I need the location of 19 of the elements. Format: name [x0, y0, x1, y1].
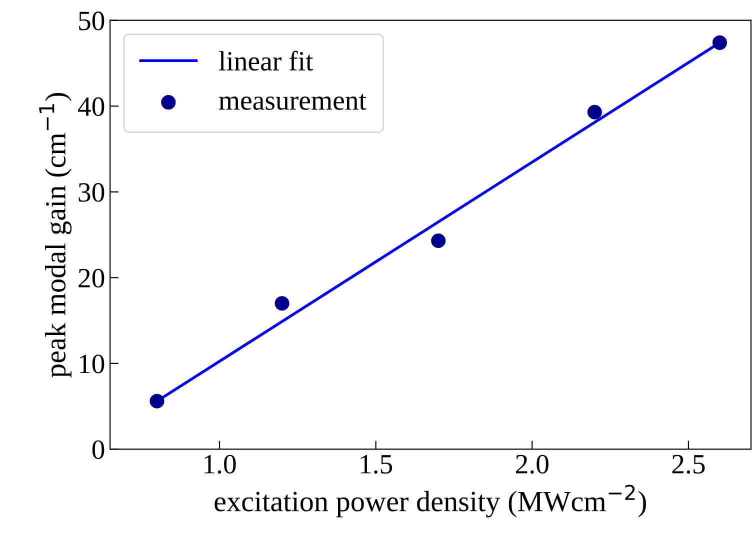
y-axis-title: peak modal gain (cm$^{−1}$) — [39, 92, 72, 378]
point — [274, 296, 290, 311]
y-tick-label: 30 — [78, 183, 104, 202]
y-tick-label: 0 — [92, 440, 104, 460]
x-tick-label: 2.0 — [516, 454, 548, 474]
point — [431, 233, 446, 248]
y-tick-label: 20 — [78, 268, 104, 288]
point — [712, 35, 728, 50]
y-tick-label: 10 — [80, 354, 104, 374]
point — [587, 104, 602, 120]
point — [150, 394, 164, 408]
x-axis-title: excitation power density (MWcm$^{−2}$) — [214, 484, 646, 518]
legend-label: linear fit — [218, 50, 314, 71]
y-tick-label: 50 — [79, 12, 104, 30]
x-tick-label: 1.0 — [204, 454, 236, 474]
x-tick-label: 2.5 — [672, 454, 705, 474]
y-tick-label: 40 — [78, 97, 104, 116]
x-tick-label: 1.5 — [360, 454, 392, 474]
legend-label: measurement — [219, 94, 366, 110]
